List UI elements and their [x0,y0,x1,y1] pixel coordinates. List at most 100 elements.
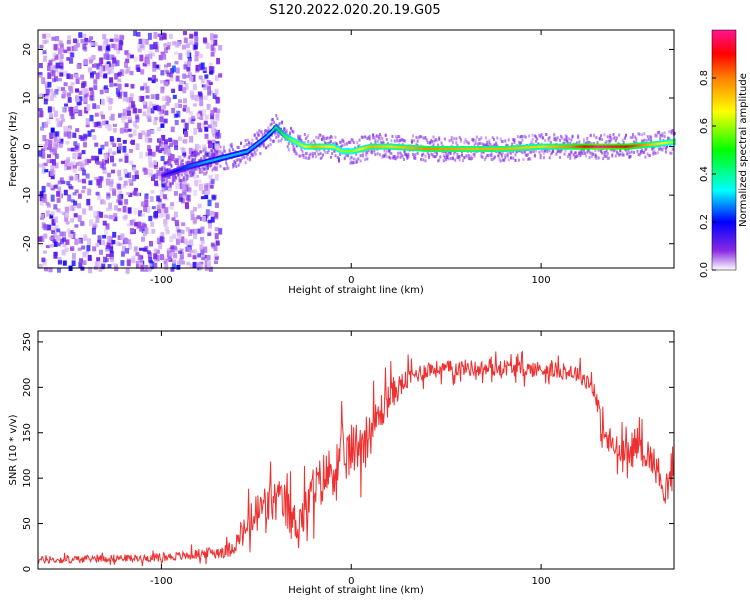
spectrogram-ridge-core [295,141,298,144]
spectrogram-cell [38,236,43,242]
spectrogram-cell [478,142,481,146]
spectrogram-cell [46,182,51,187]
spectrogram-ridge-core [494,147,496,151]
spectrogram-cell [211,195,216,201]
spectrogram-cell [462,159,465,163]
spectrogram-cell [481,142,484,146]
spectrogram-cell [352,157,355,161]
spectrogram-cell [587,140,590,144]
spectrogram-ridge-core [169,171,172,175]
spectrogram-cell [174,103,179,109]
spectrogram-cell [303,133,306,136]
spectrogram-cell [198,183,203,191]
spectrogram-cell [381,137,384,141]
spectrogram-cell [169,76,174,82]
spectrogram-cell [500,155,503,159]
spectrogram-cell [140,212,145,217]
spectrogram-cell [577,136,580,140]
spectrogram-cell [69,106,74,114]
spectrogram-ridge-core [515,147,518,150]
spectrogram-cell [140,69,145,75]
spectrogram-cell [188,174,193,178]
spectrogram-cell [186,261,191,266]
spectrogram-cell [413,139,416,143]
spectrogram-ridge-core [606,145,609,148]
spectrogram-cell [152,74,157,81]
spectrogram-cell [126,97,130,103]
spectrogram-cell [322,135,324,139]
spectrogram-cell [203,155,206,159]
colorbar-tick-label: 0.0 [699,262,710,278]
spectrogram-cell [623,136,626,140]
spectrogram-cell [194,143,199,151]
spectrogram-cell [169,183,172,187]
spectrogram-cell [44,95,49,99]
spectrogram-cell [265,146,268,150]
spectrogram-cell [198,110,203,116]
spectrogram-ridge-core [229,154,232,157]
spectrogram-cell [156,195,161,202]
spectrogram-cell [177,136,182,141]
spectrogram-cell [118,71,123,75]
spectrogram-cell [181,147,186,153]
spectrogram-cell [488,141,491,145]
spectrogram-cell [70,52,75,58]
spectrogram-cell [164,207,169,214]
spectrogram-cell [168,252,173,257]
spectrogram-cell [170,126,175,133]
spectrogram-cell [185,52,190,58]
spectrogram-cell [66,46,71,52]
spectrogram-cell [156,204,161,210]
spectrogram-cell [213,245,218,252]
spectrogram-ridge-core [217,157,220,161]
spectrogram-cell [670,131,673,135]
spectrogram-ridge-core [271,129,274,132]
spectrogram-cell [524,153,527,157]
spectrogram-ridge-core [276,127,279,130]
spectrogram-ridge-core [245,150,248,153]
spectrogram-cell [89,219,93,227]
spectrogram-cell [633,151,635,154]
spectrogram-ridge-core [192,164,195,167]
spectrogram-cell [410,140,413,144]
spectrogram-cell [650,135,653,139]
spectrogram-cell [486,143,488,147]
spectrogram-cell [467,154,470,158]
spectrogram-cell [302,156,305,160]
spectrogram-cell [216,97,221,103]
spectrogram-cell [374,153,377,157]
spectrogram-cell [56,234,61,242]
spectrogram-cell [193,251,198,259]
spectrogram-cell [535,139,537,143]
spectrogram-cell [564,134,567,138]
spectrogram-ridge-core [382,145,385,148]
spectrogram-cell [578,151,581,155]
spectrogram-cell [99,57,104,65]
spectrogram-cell [167,160,170,164]
spectrogram-cell [569,142,572,145]
spectrogram-cell [158,150,163,154]
spectrogram-cell [373,149,376,152]
spectrogram-cell [486,153,488,157]
spectrogram-ridge-core [602,145,605,148]
spectrogram-cell [565,135,568,139]
spectrogram-cell [463,141,466,145]
spectrogram-cell [340,140,343,144]
spectrogram-ridge-core [508,147,511,150]
spectrogram-cell [187,160,190,164]
spectrogram-cell [301,153,304,157]
spectrogram-cell [66,40,71,45]
spectrogram-cell [495,141,498,145]
spectrogram-cell [178,99,182,104]
spectrogram-ridge-core [643,143,646,147]
spectrogram-cell [376,139,379,143]
spectrogram-ridge-core [414,147,417,150]
spectrogram-cell [495,143,498,147]
spectrogram-cell [431,140,434,143]
spectrogram-cell [533,134,536,138]
spectrogram-ridge-core [377,145,380,148]
spectrogram-ridge-core [233,153,236,157]
spectrogram-ridge-core [238,152,241,155]
spectrogram-cell [181,180,186,186]
spectrogram-cell [137,43,142,48]
